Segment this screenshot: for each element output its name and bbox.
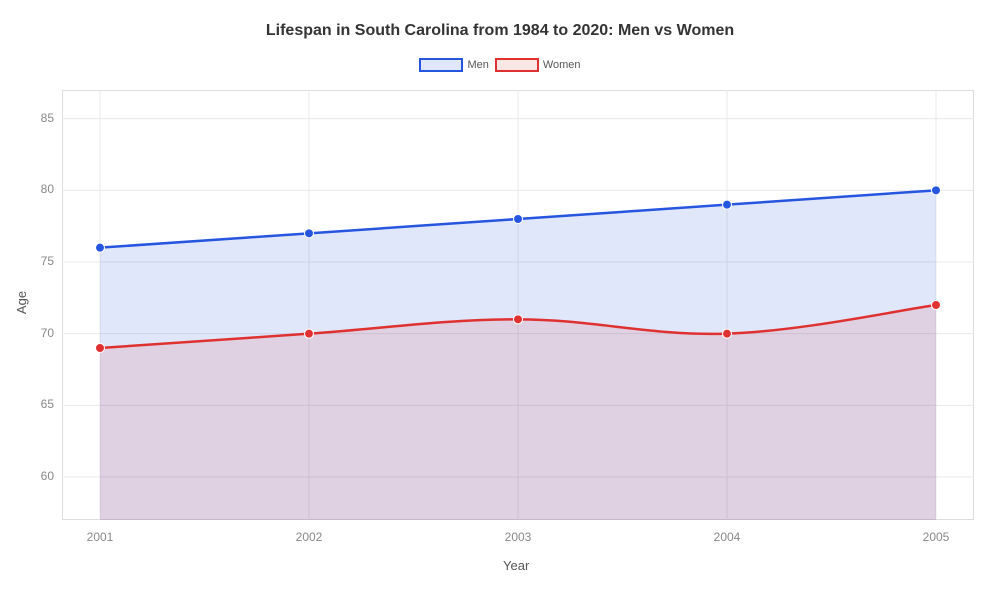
data-point[interactable]	[723, 329, 732, 338]
data-point[interactable]	[96, 243, 105, 252]
data-point[interactable]	[96, 344, 105, 353]
x-tick-label: 2005	[916, 530, 956, 544]
data-point[interactable]	[305, 329, 314, 338]
chart-container: Lifespan in South Carolina from 1984 to …	[0, 0, 1000, 600]
y-tick-label: 60	[41, 469, 54, 483]
y-tick-label: 75	[41, 254, 54, 268]
legend-label: Men	[467, 59, 488, 71]
y-tick-label: 70	[41, 326, 54, 340]
y-tick-label: 85	[41, 111, 54, 125]
legend-label: Women	[543, 59, 581, 71]
data-point[interactable]	[514, 315, 523, 324]
chart-legend: Men Women	[0, 58, 1000, 72]
chart-title: Lifespan in South Carolina from 1984 to …	[0, 22, 1000, 40]
x-tick-label: 2003	[498, 530, 538, 544]
y-tick-label: 80	[41, 182, 54, 196]
data-point[interactable]	[932, 301, 941, 310]
y-axis-label: Age	[14, 291, 29, 314]
x-tick-label: 2004	[707, 530, 747, 544]
x-tick-label: 2002	[289, 530, 329, 544]
y-tick-label: 65	[41, 397, 54, 411]
legend-item[interactable]: Men	[419, 58, 488, 72]
legend-swatch	[495, 58, 539, 72]
data-point[interactable]	[932, 186, 941, 195]
data-point[interactable]	[305, 229, 314, 238]
data-point[interactable]	[723, 200, 732, 209]
legend-swatch	[419, 58, 463, 72]
plot-area	[62, 90, 974, 520]
data-point[interactable]	[514, 215, 523, 224]
x-axis-label: Year	[503, 558, 529, 573]
x-tick-label: 2001	[80, 530, 120, 544]
legend-item[interactable]: Women	[495, 58, 581, 72]
